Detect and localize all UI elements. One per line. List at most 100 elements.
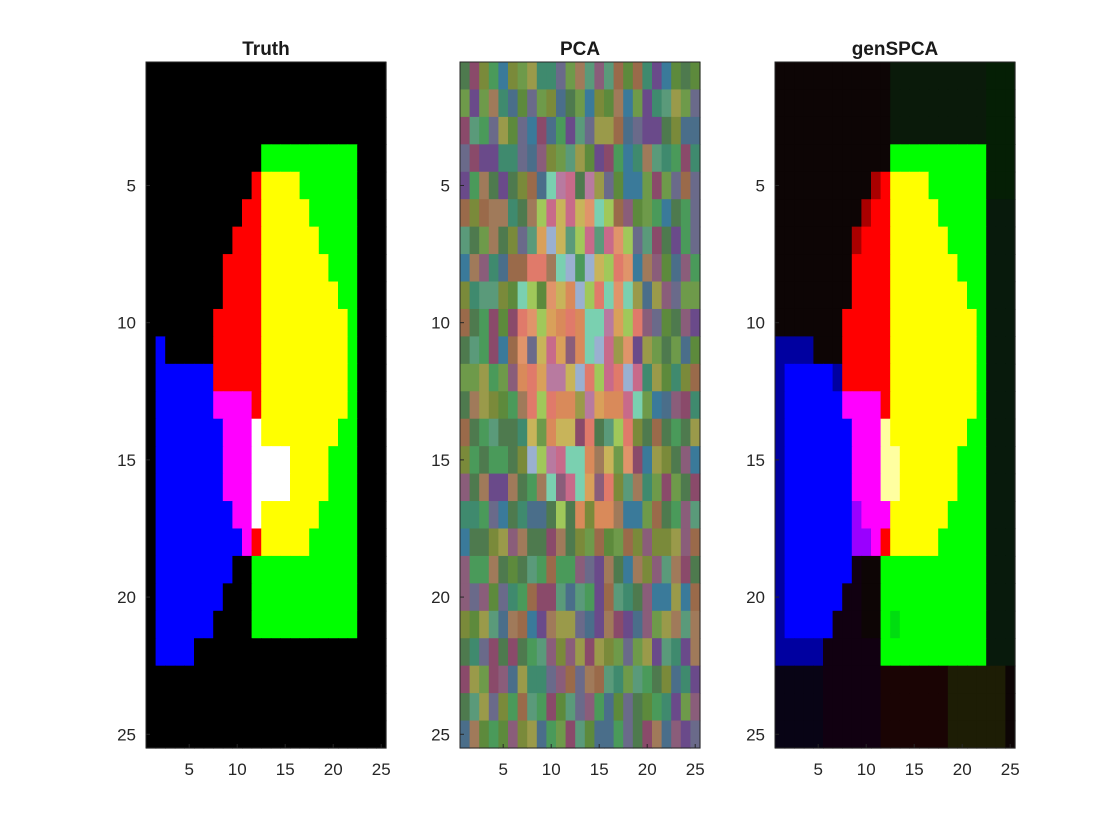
heatmap-cell bbox=[594, 116, 605, 145]
heatmap-cell bbox=[919, 62, 930, 91]
heatmap-cell bbox=[995, 665, 1006, 694]
heatmap-cell bbox=[803, 638, 814, 667]
heatmap-cell bbox=[270, 144, 281, 173]
heatmap-cell bbox=[880, 528, 891, 557]
heatmap-cell bbox=[642, 446, 653, 475]
heatmap-cell bbox=[584, 171, 595, 200]
heatmap-cell bbox=[270, 62, 281, 91]
heatmap-cell bbox=[947, 363, 958, 392]
heatmap-cell bbox=[213, 473, 224, 502]
heatmap-cell bbox=[594, 720, 605, 749]
heatmap-cell bbox=[632, 473, 643, 502]
heatmap-cell bbox=[794, 638, 805, 667]
heatmap-cell bbox=[794, 473, 805, 502]
heatmap-cell bbox=[575, 363, 586, 392]
heatmap-cell bbox=[488, 144, 499, 173]
heatmap-cell bbox=[376, 171, 387, 200]
heatmap-cell bbox=[632, 363, 643, 392]
heatmap-cell bbox=[594, 473, 605, 502]
heatmap-cell bbox=[842, 226, 853, 255]
heatmap-cell bbox=[232, 62, 243, 91]
heatmap-cell bbox=[613, 199, 624, 228]
heatmap-cell bbox=[469, 446, 480, 475]
heatmap-cell bbox=[517, 144, 528, 173]
heatmap-cell bbox=[213, 281, 224, 310]
heatmap-cell bbox=[318, 226, 329, 255]
heatmap-cell bbox=[575, 501, 586, 530]
heatmap-cell bbox=[575, 528, 586, 557]
heatmap-cell bbox=[928, 638, 939, 667]
heatmap-cell bbox=[261, 610, 272, 639]
heatmap-cell bbox=[508, 583, 519, 612]
heatmap-cell bbox=[184, 583, 195, 612]
heatmap-cell bbox=[632, 665, 643, 694]
heatmap-cell bbox=[957, 528, 968, 557]
heatmap-cell bbox=[775, 528, 786, 557]
heatmap-cell bbox=[871, 116, 882, 145]
heatmap-cell bbox=[165, 501, 176, 530]
heatmap-cell bbox=[851, 665, 862, 694]
heatmap-cell bbox=[328, 199, 339, 228]
heatmap-cell bbox=[632, 144, 643, 173]
heatmap-cell bbox=[232, 720, 243, 749]
heatmap-cell bbox=[823, 418, 834, 447]
heatmap-cell bbox=[347, 446, 358, 475]
heatmap-cell bbox=[556, 62, 567, 91]
heatmap-cell bbox=[690, 501, 701, 530]
heatmap-cell bbox=[508, 144, 519, 173]
heatmap-cell bbox=[890, 446, 901, 475]
heatmap-cell bbox=[794, 226, 805, 255]
heatmap-cell bbox=[328, 171, 339, 200]
heatmap-cell bbox=[460, 638, 471, 667]
heatmap-cell bbox=[232, 446, 243, 475]
heatmap-cell bbox=[376, 281, 387, 310]
heatmap-cell bbox=[976, 391, 987, 420]
heatmap-cell bbox=[556, 665, 567, 694]
heatmap-cell bbox=[280, 473, 291, 502]
heatmap-cell bbox=[642, 116, 653, 145]
heatmap-cell bbox=[594, 363, 605, 392]
heatmap-cell bbox=[508, 199, 519, 228]
heatmap-cell bbox=[203, 336, 214, 365]
heatmap-cell bbox=[376, 116, 387, 145]
heatmap-cell bbox=[680, 446, 691, 475]
heatmap-cell bbox=[498, 89, 509, 118]
heatmap-cell bbox=[604, 610, 615, 639]
heatmap-cell bbox=[976, 281, 987, 310]
heatmap-cell bbox=[851, 89, 862, 118]
heatmap-cell bbox=[536, 62, 547, 91]
heatmap-cell bbox=[823, 693, 834, 722]
heatmap-cell bbox=[813, 281, 824, 310]
heatmap-cell bbox=[604, 89, 615, 118]
heatmap-cell bbox=[957, 62, 968, 91]
heatmap-cell bbox=[328, 281, 339, 310]
heatmap-cell bbox=[290, 610, 301, 639]
heatmap-cell bbox=[498, 336, 509, 365]
heatmap-cell bbox=[357, 528, 368, 557]
heatmap-cell bbox=[938, 501, 949, 530]
heatmap-cell bbox=[338, 501, 349, 530]
heatmap-cell bbox=[232, 528, 243, 557]
heatmap-cell bbox=[347, 501, 358, 530]
heatmap-cell bbox=[671, 254, 682, 283]
heatmap-cell bbox=[565, 720, 576, 749]
heatmap-cell bbox=[318, 336, 329, 365]
heatmap-cell bbox=[986, 665, 997, 694]
heatmap-cell bbox=[565, 473, 576, 502]
heatmap-cell bbox=[613, 254, 624, 283]
heatmap-cell bbox=[986, 116, 997, 145]
heatmap-cell bbox=[165, 254, 176, 283]
heatmap-cell bbox=[851, 501, 862, 530]
heatmap-cell bbox=[517, 199, 528, 228]
heatmap-cell bbox=[976, 583, 987, 612]
heatmap-cell bbox=[871, 363, 882, 392]
heatmap-cell bbox=[469, 610, 480, 639]
heatmap-cell bbox=[488, 171, 499, 200]
heatmap-cell bbox=[967, 638, 978, 667]
heatmap-cell bbox=[871, 638, 882, 667]
heatmap-cell bbox=[270, 336, 281, 365]
heatmap-cell bbox=[546, 501, 557, 530]
heatmap-cell bbox=[871, 171, 882, 200]
heatmap-cell bbox=[498, 363, 509, 392]
heatmap-cell bbox=[517, 665, 528, 694]
